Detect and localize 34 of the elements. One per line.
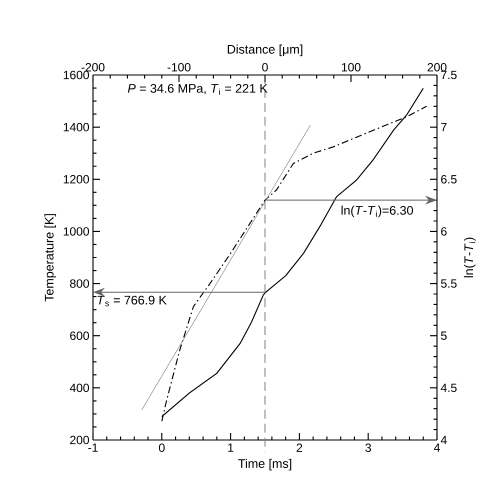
y2-tick-label: 4 bbox=[440, 436, 447, 444]
x2-tick-label: -100 bbox=[168, 63, 190, 72]
x2-tick-label: 0 bbox=[262, 63, 268, 72]
x2-tick-label: 200 bbox=[428, 63, 447, 72]
y-tick-label: 200 bbox=[70, 436, 90, 444]
y2-tick-label: 6 bbox=[441, 227, 447, 236]
x-axis-title: Time [ms] bbox=[238, 458, 292, 470]
y2-tick-label: 4.5 bbox=[440, 384, 457, 392]
y-tick-label: 1400 bbox=[64, 122, 90, 132]
annotation: T$_{s}$ = 766.9 K bbox=[98, 296, 167, 306]
x-tick-label: -1 bbox=[88, 444, 98, 452]
y-tick-label: 1200 bbox=[64, 175, 90, 184]
y2-tick-label: 5 bbox=[441, 332, 447, 340]
x-tick-label: 1 bbox=[228, 444, 234, 452]
x2-tick-label: -200 bbox=[82, 63, 104, 72]
y-tick-label: 600 bbox=[70, 331, 90, 340]
x-tick-label: 0 bbox=[158, 444, 165, 452]
y-tick-label: 1600 bbox=[64, 70, 90, 80]
y-axis-title: Temperature [K] bbox=[44, 214, 56, 302]
x-tick-label: 3 bbox=[365, 444, 371, 452]
annotation: P = 34.6 MPa, T$_{i}$ = 221 K bbox=[128, 84, 268, 95]
x-tick-label: 4 bbox=[434, 444, 440, 452]
y2-tick-label: 5.5 bbox=[441, 279, 457, 288]
x-tick-label: 2 bbox=[296, 444, 302, 452]
y2-tick-label: 6.5 bbox=[441, 175, 457, 184]
y-tick-label: 1000 bbox=[64, 227, 90, 236]
y-tick-label: 800 bbox=[70, 279, 90, 288]
y2-tick-label: 7 bbox=[441, 123, 447, 132]
x2-tick-label: 100 bbox=[342, 63, 361, 72]
y-tick-label: 400 bbox=[70, 384, 90, 392]
x2-axis-title: Distance [μm] bbox=[228, 44, 302, 56]
y2-axis-title: ln(T-T$_{i}$) bbox=[464, 238, 476, 278]
y2-tick-label: 7.5 bbox=[441, 70, 457, 80]
annotation: ln(T-T$_{i}$)=6.30 bbox=[342, 206, 413, 218]
